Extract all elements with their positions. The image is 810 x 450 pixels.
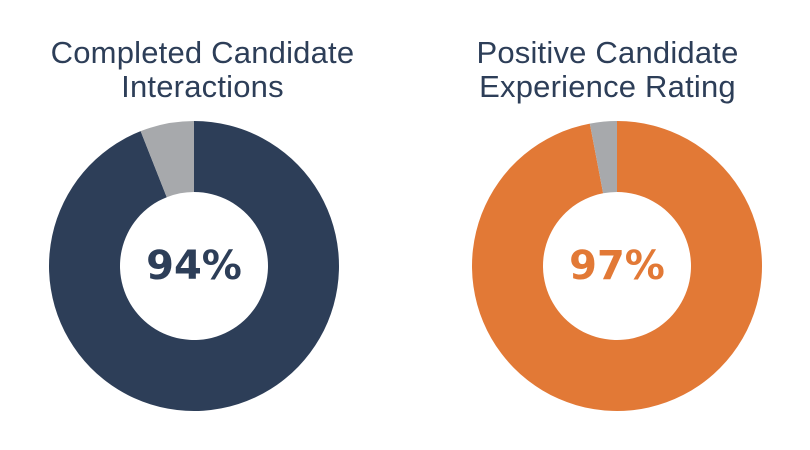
donut-center-label: 94%: [146, 243, 242, 289]
donut-slice-remainder: [140, 121, 194, 198]
chart-title: Positive Candidate Experience Rating: [405, 36, 810, 104]
chart-title-line-1: Positive Candidate: [476, 35, 739, 70]
chart-panel-completed-interactions: Completed Candidate Interactions 94%: [0, 36, 405, 411]
donut-center-label: 97%: [569, 243, 665, 289]
chart-panel-positive-experience: Positive Candidate Experience Rating 97%: [405, 0, 810, 450]
donut-slice-value: [472, 121, 762, 411]
donut-slice-remainder: [589, 121, 617, 194]
donut-slice-value: [48, 121, 340, 411]
chart-title-line-2: Interactions: [121, 69, 284, 104]
chart-title-line-2: Experience Rating: [479, 69, 736, 104]
chart-title-line-1: Completed Candidate: [50, 35, 355, 70]
donut-chart: 94%: [48, 121, 340, 411]
donut-chart: 97%: [472, 121, 762, 411]
chart-title: Completed Candidate Interactions: [0, 36, 405, 104]
